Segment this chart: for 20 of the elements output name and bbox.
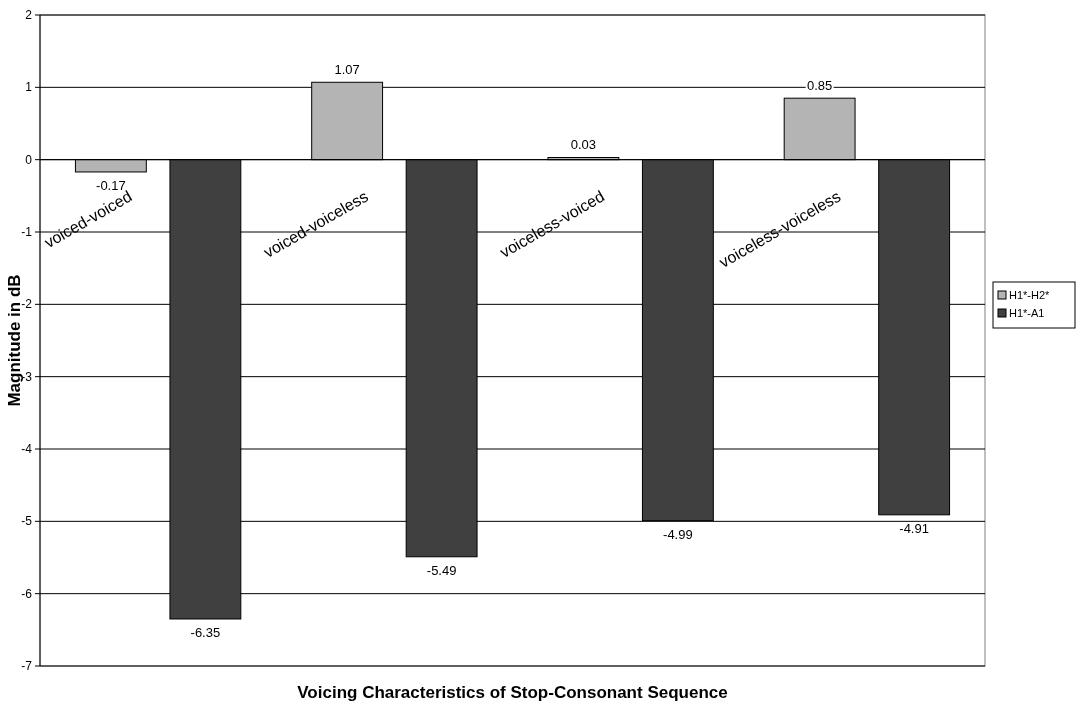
data-label: -0.17: [96, 177, 126, 193]
x-axis-title: Voicing Characteristics of Stop-Consonant Sequence: [297, 683, 728, 702]
data-label: 1.07: [334, 62, 360, 78]
data-label: -6.35: [190, 624, 221, 640]
data-label: 0.03: [570, 137, 597, 153]
y-tick-label: -6: [21, 586, 33, 601]
y-tick-label: -2: [21, 297, 33, 312]
data-label: -4.91: [899, 520, 929, 536]
y-tick-label: 1: [25, 80, 33, 95]
legend-label: H1*-H2*: [1009, 289, 1051, 301]
y-tick-label: -4: [21, 442, 33, 456]
y-tick-label: -1: [21, 225, 33, 239]
y-tick-label: 2: [25, 8, 33, 22]
y-tick-label: 0: [25, 152, 33, 167]
y-tick-label: -7: [21, 659, 33, 673]
data-label: -4.99: [663, 526, 693, 542]
legend-label: H1*-A1: [1009, 307, 1045, 319]
y-tick-label: -3: [21, 369, 33, 384]
data-label: -5.49: [426, 562, 457, 578]
y-tick-label: -5: [21, 514, 33, 529]
